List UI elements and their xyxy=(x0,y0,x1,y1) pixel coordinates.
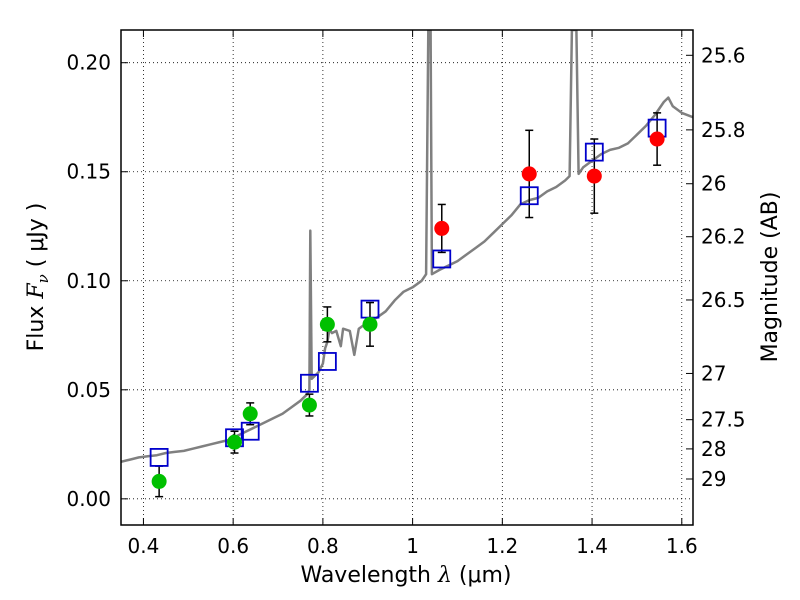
dot-red-point-2 xyxy=(586,168,602,184)
y-tick-label-1: 0.05 xyxy=(66,378,111,402)
dot-red-point-1 xyxy=(521,166,537,182)
y2-tick-label-7: 28 xyxy=(701,437,726,461)
dot-red-point-3 xyxy=(649,131,665,147)
model-flux-box-7 xyxy=(519,186,539,206)
x-tick-label-5: 1.4 xyxy=(576,534,608,558)
dot-green-point-2 xyxy=(242,406,258,422)
model-flux-box-2 xyxy=(240,421,260,441)
x-axis-label: Wavelength λ (μm) xyxy=(300,563,511,588)
x-tick-label-3: 1 xyxy=(406,534,419,558)
y2-tick-label-5: 27 xyxy=(701,361,726,385)
dot-green-point-4 xyxy=(319,316,335,332)
y-axis-label: Flux Fν ( μJy ) xyxy=(24,203,52,352)
x-tick-label-0: 0.4 xyxy=(128,534,160,558)
dot-green-point-0 xyxy=(151,473,167,489)
axes-frame xyxy=(120,29,694,526)
y2-tick-label-8: 29 xyxy=(701,467,726,491)
model-flux-box-8 xyxy=(584,142,604,162)
plot-area xyxy=(121,30,693,464)
model-flux-box-0 xyxy=(149,448,169,467)
model-flux-box-4 xyxy=(317,352,337,371)
y2-tick-label-1: 25.8 xyxy=(701,118,746,142)
x-tick-label-1: 0.6 xyxy=(217,534,249,558)
dot-green-point-3 xyxy=(301,397,317,413)
y-tick-label-3: 0.15 xyxy=(66,160,111,184)
dot-green-point-1 xyxy=(227,434,243,450)
y2-tick-label-6: 27.5 xyxy=(701,408,746,432)
axis-ticks: 0.4 0.6 0.8 1 1.2 1.4 1.6 0.00 0.05 0.10 0.15 0.20 2… xyxy=(66,30,746,558)
template-spectrum-line xyxy=(121,30,693,464)
model-flux-box-3 xyxy=(300,373,319,393)
model-flux-box-6 xyxy=(432,249,452,269)
dot-red-point-0 xyxy=(434,220,450,236)
y2-tick-label-4: 26.5 xyxy=(701,288,746,312)
data-markers xyxy=(149,118,667,489)
y2-tick-label-2: 26 xyxy=(701,172,726,196)
x-tick-label-2: 0.8 xyxy=(307,534,339,558)
y-tick-label-2: 0.10 xyxy=(66,269,111,293)
dot-green-point-5 xyxy=(362,316,378,332)
y-tick-label-4: 0.20 xyxy=(66,51,111,75)
x-tick-label-6: 1.6 xyxy=(666,534,698,558)
x-tick-label-4: 1.2 xyxy=(486,534,518,558)
y-tick-label-0: 0.00 xyxy=(66,487,111,511)
y2-tick-label-0: 25.6 xyxy=(701,43,746,67)
y2-axis-label: Magnitude (AB) xyxy=(758,192,783,363)
y2-tick-label-3: 26.2 xyxy=(701,225,746,249)
